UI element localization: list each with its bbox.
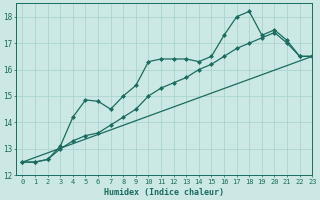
X-axis label: Humidex (Indice chaleur): Humidex (Indice chaleur) [104,188,224,197]
